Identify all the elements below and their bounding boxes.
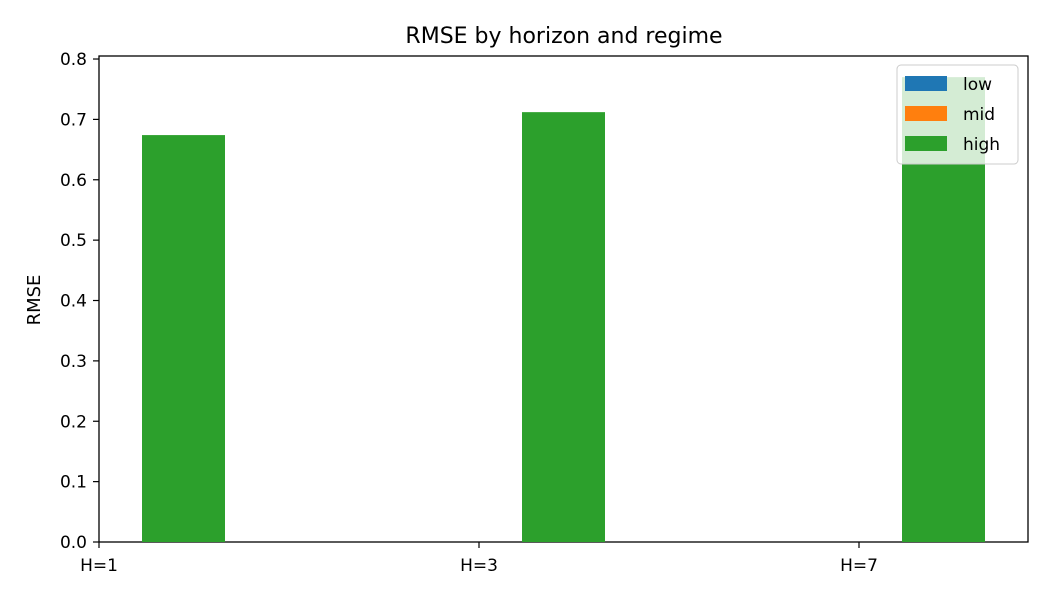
legend-label-low: low xyxy=(963,75,992,95)
y-tick-label: 0.8 xyxy=(60,50,87,70)
x-axis: H=1 H=3 H=7 xyxy=(80,542,878,576)
y-tick-label: 0.1 xyxy=(60,473,87,493)
legend-label-mid: mid xyxy=(963,105,995,125)
y-tick-label: 0.0 xyxy=(60,533,87,553)
legend: low mid high xyxy=(896,64,1019,165)
y-tick-label: 0.6 xyxy=(60,171,87,191)
y-axis-label: RMSE xyxy=(24,275,45,326)
chart-title: RMSE by horizon and regime xyxy=(405,24,722,49)
y-axis: 0.0 0.1 0.2 0.3 0.4 0.5 0.6 0.7 0.8 xyxy=(60,50,99,553)
bar-high-h3 xyxy=(522,112,605,543)
y-tick-label: 0.2 xyxy=(60,412,87,432)
y-tick-label: 0.7 xyxy=(60,110,87,130)
y-tick-label: 0.4 xyxy=(60,292,87,312)
x-tick-label: H=1 xyxy=(80,556,118,576)
bar-high-h1 xyxy=(142,135,225,542)
y-tick-label: 0.3 xyxy=(60,352,87,372)
x-tick-label: H=7 xyxy=(840,556,878,576)
x-tick-label: H=3 xyxy=(460,556,498,576)
legend-swatch-low xyxy=(905,76,947,91)
legend-swatch-high xyxy=(905,136,947,151)
y-tick-label: 0.5 xyxy=(60,231,87,251)
legend-label-high: high xyxy=(963,135,1000,155)
legend-swatch-mid xyxy=(905,106,947,121)
